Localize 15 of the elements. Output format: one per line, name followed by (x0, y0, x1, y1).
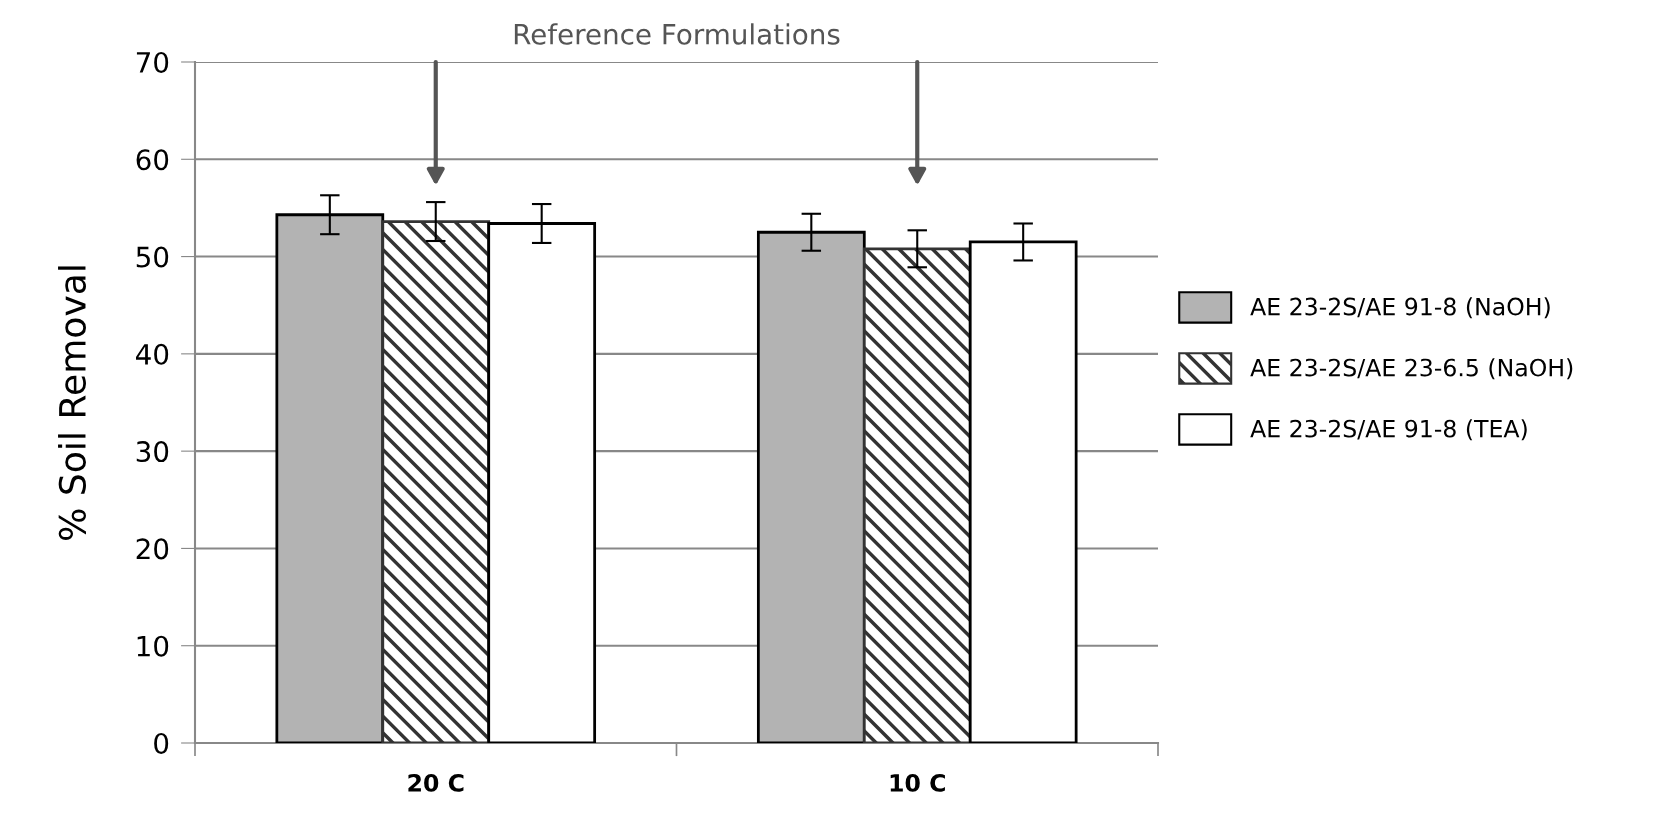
y-tick-label: 70 (136, 51, 169, 73)
y-tick-label: 60 (136, 149, 169, 171)
y-axis-title: % Soil Removal (58, 266, 86, 540)
y-tick-label: 10 (137, 635, 169, 657)
legend-label: AE 23-2S/AE 23-6.5 (NaOH) (1250, 358, 1573, 380)
text: Reference Formulations (514, 23, 840, 45)
y-tick-label: 40 (136, 343, 169, 365)
x-tick-label: 20 C (408, 773, 464, 792)
y-tick-label: 50 (136, 246, 169, 268)
legend-label: AE 23-2S/AE 91-8 (TEA) (1250, 419, 1527, 441)
y-tick-label: 0 (154, 732, 169, 754)
y-tick-label: 20 (136, 538, 169, 560)
legend-label: AE 23-2S/AE 91-8 (NaOH) (1250, 297, 1550, 319)
x-tick-label: 10 C (890, 773, 945, 792)
y-tick-label: 30 (136, 441, 169, 463)
